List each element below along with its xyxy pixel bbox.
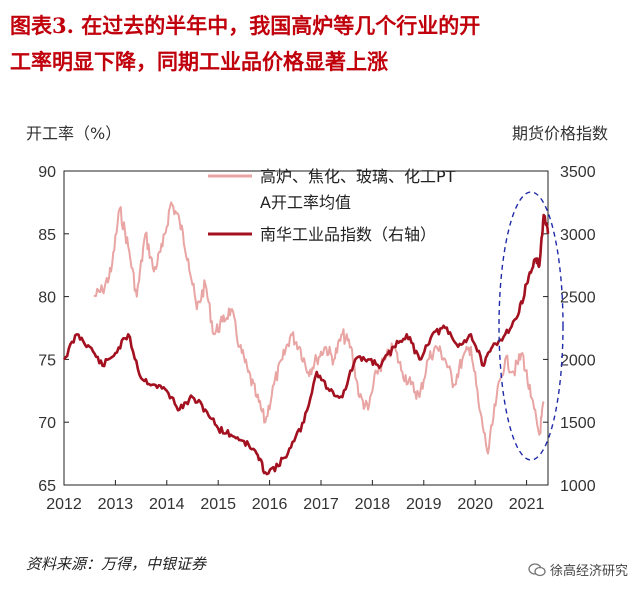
left-tick-label: 70 [38, 415, 56, 432]
title-line-2: 工率明显下降，同期工业品价格显著上涨 [10, 49, 388, 74]
legend-label-index: 南华工业品指数（右轴） [260, 225, 436, 244]
right-axis-label: 期货价格指数 [512, 124, 608, 143]
watermark-text: 徐高经济研究 [549, 564, 628, 579]
right-tick-label: 3500 [560, 164, 596, 181]
right-tick-label: 3000 [560, 227, 596, 244]
legend-label-operating-line2: A开工率均值 [260, 193, 351, 212]
x-tick-label: 2021 [509, 496, 545, 513]
x-tick-label: 2019 [406, 496, 442, 513]
watermark: 徐高经济研究 [528, 560, 628, 579]
x-tick-label: 2012 [46, 496, 82, 513]
right-tick-label: 2000 [560, 352, 596, 369]
legend-label-operating: 高炉、焦化、玻璃、化工PT [260, 167, 456, 186]
left-tick-label: 85 [38, 227, 56, 244]
series-nanhua-index-line [62, 213, 550, 476]
right-tick-label: 2500 [560, 290, 596, 307]
title-line-1: 图表3. 在过去的半年中，我国高炉等几个行业的开 [10, 13, 481, 38]
highlight-ellipse [498, 191, 564, 461]
left-tick-label: 80 [38, 290, 56, 307]
x-tick-label: 2014 [149, 496, 185, 513]
x-tick-label: 2020 [457, 496, 493, 513]
left-axis-label: 开工率（%） [26, 124, 121, 143]
right-tick-label: 1000 [560, 478, 596, 495]
left-tick-label: 90 [38, 164, 56, 181]
x-tick-label: 2018 [355, 496, 391, 513]
x-tick-label: 2013 [98, 496, 134, 513]
left-tick-label: 65 [38, 478, 56, 495]
plot-frame [63, 170, 549, 486]
x-tick-label: 2017 [303, 496, 339, 513]
chart-title: 图表3. 在过去的半年中，我国高炉等几个行业的开 工率明显下降，同期工业品价格显… [10, 8, 630, 80]
x-tick-label: 2016 [252, 496, 288, 513]
right-tick-label: 1500 [560, 415, 596, 432]
chart: 开工率（%） 期货价格指数 65 70 75 80 85 90 1000 1500 2000 2500… [26, 124, 608, 513]
wechat-icon [528, 562, 546, 576]
left-tick-label: 75 [38, 352, 56, 369]
series-operating-rate-line [93, 201, 545, 455]
x-tick-label: 2015 [200, 496, 236, 513]
source-note: 资料来源：万得，中银证券 [26, 555, 207, 573]
